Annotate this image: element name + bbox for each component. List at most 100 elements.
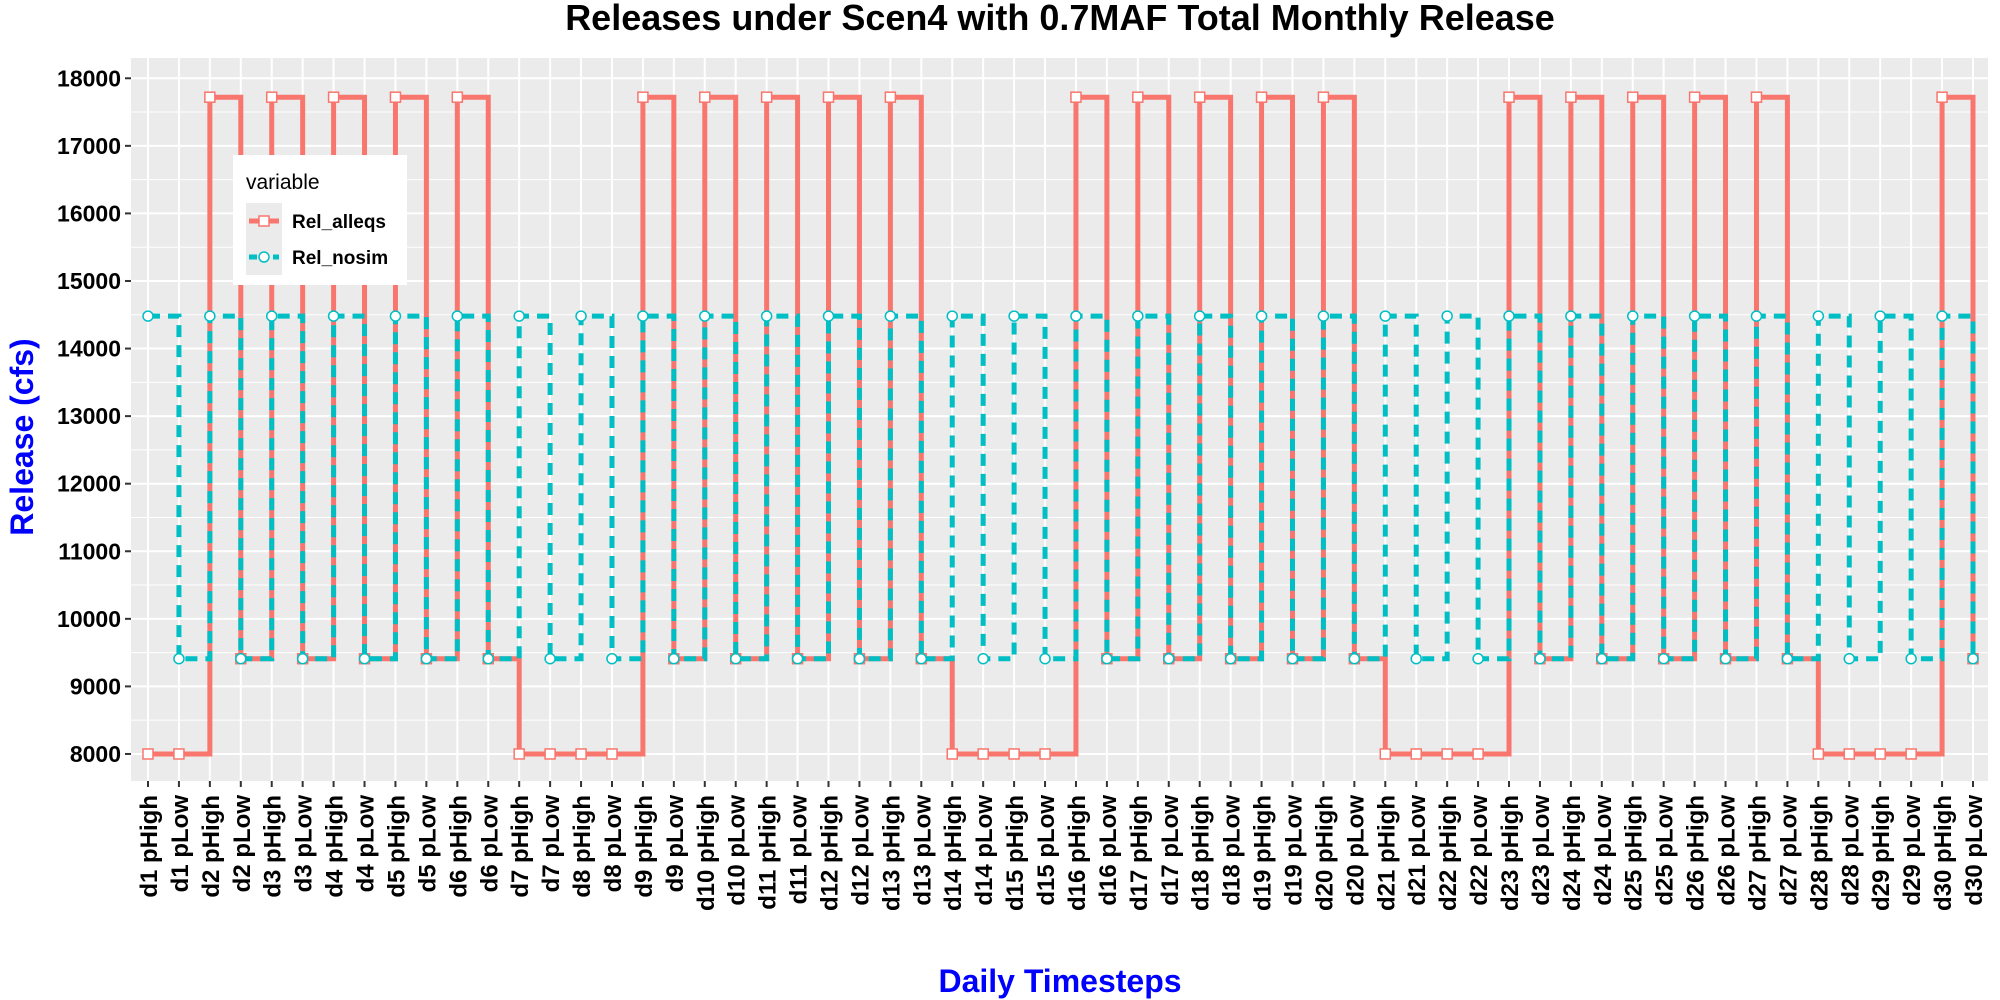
x-tick-label: d2 pHigh bbox=[198, 795, 225, 898]
x-tick-label: d4 pLow bbox=[353, 795, 380, 893]
x-tick-label: d6 pHigh bbox=[445, 795, 472, 898]
x-tick-label: d10 pHigh bbox=[693, 795, 720, 911]
data-point-rel-nosim bbox=[420, 652, 433, 665]
x-tick-label: d29 pLow bbox=[1899, 795, 1926, 906]
data-point-rel-alleqs bbox=[977, 748, 989, 760]
data-point-rel-alleqs bbox=[1070, 91, 1082, 103]
data-point-rel-alleqs bbox=[1843, 748, 1856, 760]
data-point-rel-nosim bbox=[327, 310, 340, 322]
data-point-rel-alleqs bbox=[1812, 748, 1825, 760]
x-tick-label: d10 pLow bbox=[724, 795, 751, 906]
data-point-rel-nosim bbox=[1626, 310, 1639, 322]
data-point-rel-nosim bbox=[358, 652, 371, 665]
x-tick-label: d27 pHigh bbox=[1744, 795, 1771, 911]
data-point-rel-alleqs bbox=[575, 748, 587, 760]
data-point-rel-nosim bbox=[1565, 310, 1577, 322]
x-tick-label: d18 pHigh bbox=[1188, 795, 1215, 911]
data-point-rel-nosim bbox=[1812, 310, 1825, 322]
data-point-rel-alleqs bbox=[637, 91, 649, 103]
x-tick-label: d8 pHigh bbox=[569, 795, 596, 898]
data-point-rel-nosim bbox=[1596, 652, 1608, 665]
x-tick-label: d28 pHigh bbox=[1806, 795, 1833, 911]
x-tick-label: d22 pHigh bbox=[1435, 795, 1462, 911]
data-point-rel-alleqs bbox=[173, 748, 185, 760]
x-tick-label: d27 pLow bbox=[1775, 795, 1802, 906]
x-tick-label: d17 pLow bbox=[1157, 795, 1184, 906]
series-layer bbox=[142, 91, 1979, 760]
legend-title: variable bbox=[246, 171, 320, 194]
x-tick-label: d14 pHigh bbox=[940, 795, 967, 911]
x-tick-label: d20 pLow bbox=[1342, 795, 1369, 906]
x-tick-label: d16 pHigh bbox=[1064, 795, 1091, 911]
data-point-rel-nosim bbox=[637, 310, 649, 322]
x-tick-label: d3 pHigh bbox=[260, 795, 287, 898]
data-point-rel-nosim bbox=[235, 652, 247, 665]
legend-label-rel-alleqs: Rel_alleqs bbox=[292, 212, 386, 233]
chart-title: Releases under Scen4 with 0.7MAF Total M… bbox=[565, 0, 1555, 38]
x-tick-label: d18 pLow bbox=[1219, 795, 1246, 906]
x-tick-label: d12 pHigh bbox=[817, 795, 844, 911]
data-point-rel-alleqs bbox=[389, 91, 402, 103]
legend-key-marker-circle bbox=[258, 251, 270, 263]
y-tick-label: 16000 bbox=[57, 200, 121, 226]
x-tick-label: d4 pHigh bbox=[322, 795, 349, 898]
data-point-rel-nosim bbox=[1750, 310, 1763, 322]
y-axis: 8000 9000 10000 11000 12000 13000 14000 15000 16… bbox=[57, 65, 131, 767]
legend: variable Rel_alleqs Rel_nosim bbox=[233, 155, 407, 285]
data-point-rel-alleqs bbox=[1039, 748, 1051, 760]
data-point-rel-nosim bbox=[915, 652, 928, 665]
x-tick-label: d23 pLow bbox=[1528, 795, 1555, 906]
data-point-rel-nosim bbox=[760, 310, 773, 322]
data-point-rel-nosim bbox=[977, 652, 989, 665]
data-point-rel-nosim bbox=[1193, 310, 1206, 322]
data-point-rel-alleqs bbox=[265, 91, 278, 103]
x-tick-label: d13 pHigh bbox=[878, 795, 905, 911]
y-tick-label: 12000 bbox=[57, 471, 121, 497]
data-point-rel-nosim bbox=[1534, 652, 1546, 665]
x-tick-label: d24 pLow bbox=[1590, 795, 1617, 906]
data-point-rel-alleqs bbox=[1688, 91, 1701, 103]
x-tick-label: d15 pLow bbox=[1033, 795, 1060, 906]
data-point-rel-nosim bbox=[884, 310, 897, 322]
x-tick-label: d5 pLow bbox=[414, 795, 441, 893]
x-tick-label: d3 pLow bbox=[291, 795, 318, 893]
data-point-rel-alleqs bbox=[1565, 91, 1577, 103]
data-point-rel-nosim bbox=[544, 652, 556, 665]
y-tick-label: 18000 bbox=[57, 65, 121, 91]
data-point-rel-nosim bbox=[946, 310, 958, 322]
data-point-rel-nosim bbox=[606, 652, 618, 665]
data-point-rel-nosim bbox=[173, 652, 185, 665]
data-point-rel-alleqs bbox=[1441, 748, 1453, 760]
x-tick-label: d17 pHigh bbox=[1126, 795, 1153, 911]
x-tick-label: d16 pLow bbox=[1095, 795, 1122, 906]
x-tick-label: d19 pHigh bbox=[1250, 795, 1277, 911]
data-point-rel-nosim bbox=[668, 652, 680, 665]
y-tick-label: 14000 bbox=[57, 336, 121, 362]
data-point-rel-nosim bbox=[265, 310, 278, 322]
series-line-rel-nosim bbox=[148, 313, 1976, 662]
x-tick-label: d5 pHigh bbox=[383, 795, 410, 898]
data-point-rel-alleqs bbox=[1255, 91, 1268, 103]
data-point-rel-alleqs bbox=[327, 91, 340, 103]
x-tick-label: d19 pLow bbox=[1280, 795, 1307, 906]
x-tick-label: d28 pLow bbox=[1837, 795, 1864, 906]
y-tick-label: 9000 bbox=[70, 673, 121, 699]
x-tick-label: d1 pLow bbox=[167, 795, 194, 893]
data-point-rel-nosim bbox=[482, 652, 495, 665]
data-point-rel-nosim bbox=[1101, 652, 1113, 665]
data-point-rel-nosim bbox=[204, 310, 216, 322]
data-point-rel-alleqs bbox=[1750, 91, 1763, 103]
data-point-rel-alleqs bbox=[1905, 748, 1917, 760]
data-point-rel-nosim bbox=[1132, 310, 1144, 322]
x-tick-label: d21 pLow bbox=[1404, 795, 1431, 906]
legend-keys bbox=[249, 215, 279, 263]
data-point-rel-nosim bbox=[1967, 652, 1979, 665]
x-tick-label: d12 pLow bbox=[847, 795, 874, 906]
data-point-rel-nosim bbox=[1163, 652, 1175, 665]
data-point-rel-nosim bbox=[389, 310, 402, 322]
y-axis-title: Release (cfs) bbox=[4, 338, 40, 535]
data-point-rel-alleqs bbox=[513, 748, 525, 760]
data-point-rel-alleqs bbox=[1379, 748, 1392, 760]
data-point-rel-alleqs bbox=[204, 91, 216, 103]
y-tick-label: 17000 bbox=[57, 133, 121, 159]
